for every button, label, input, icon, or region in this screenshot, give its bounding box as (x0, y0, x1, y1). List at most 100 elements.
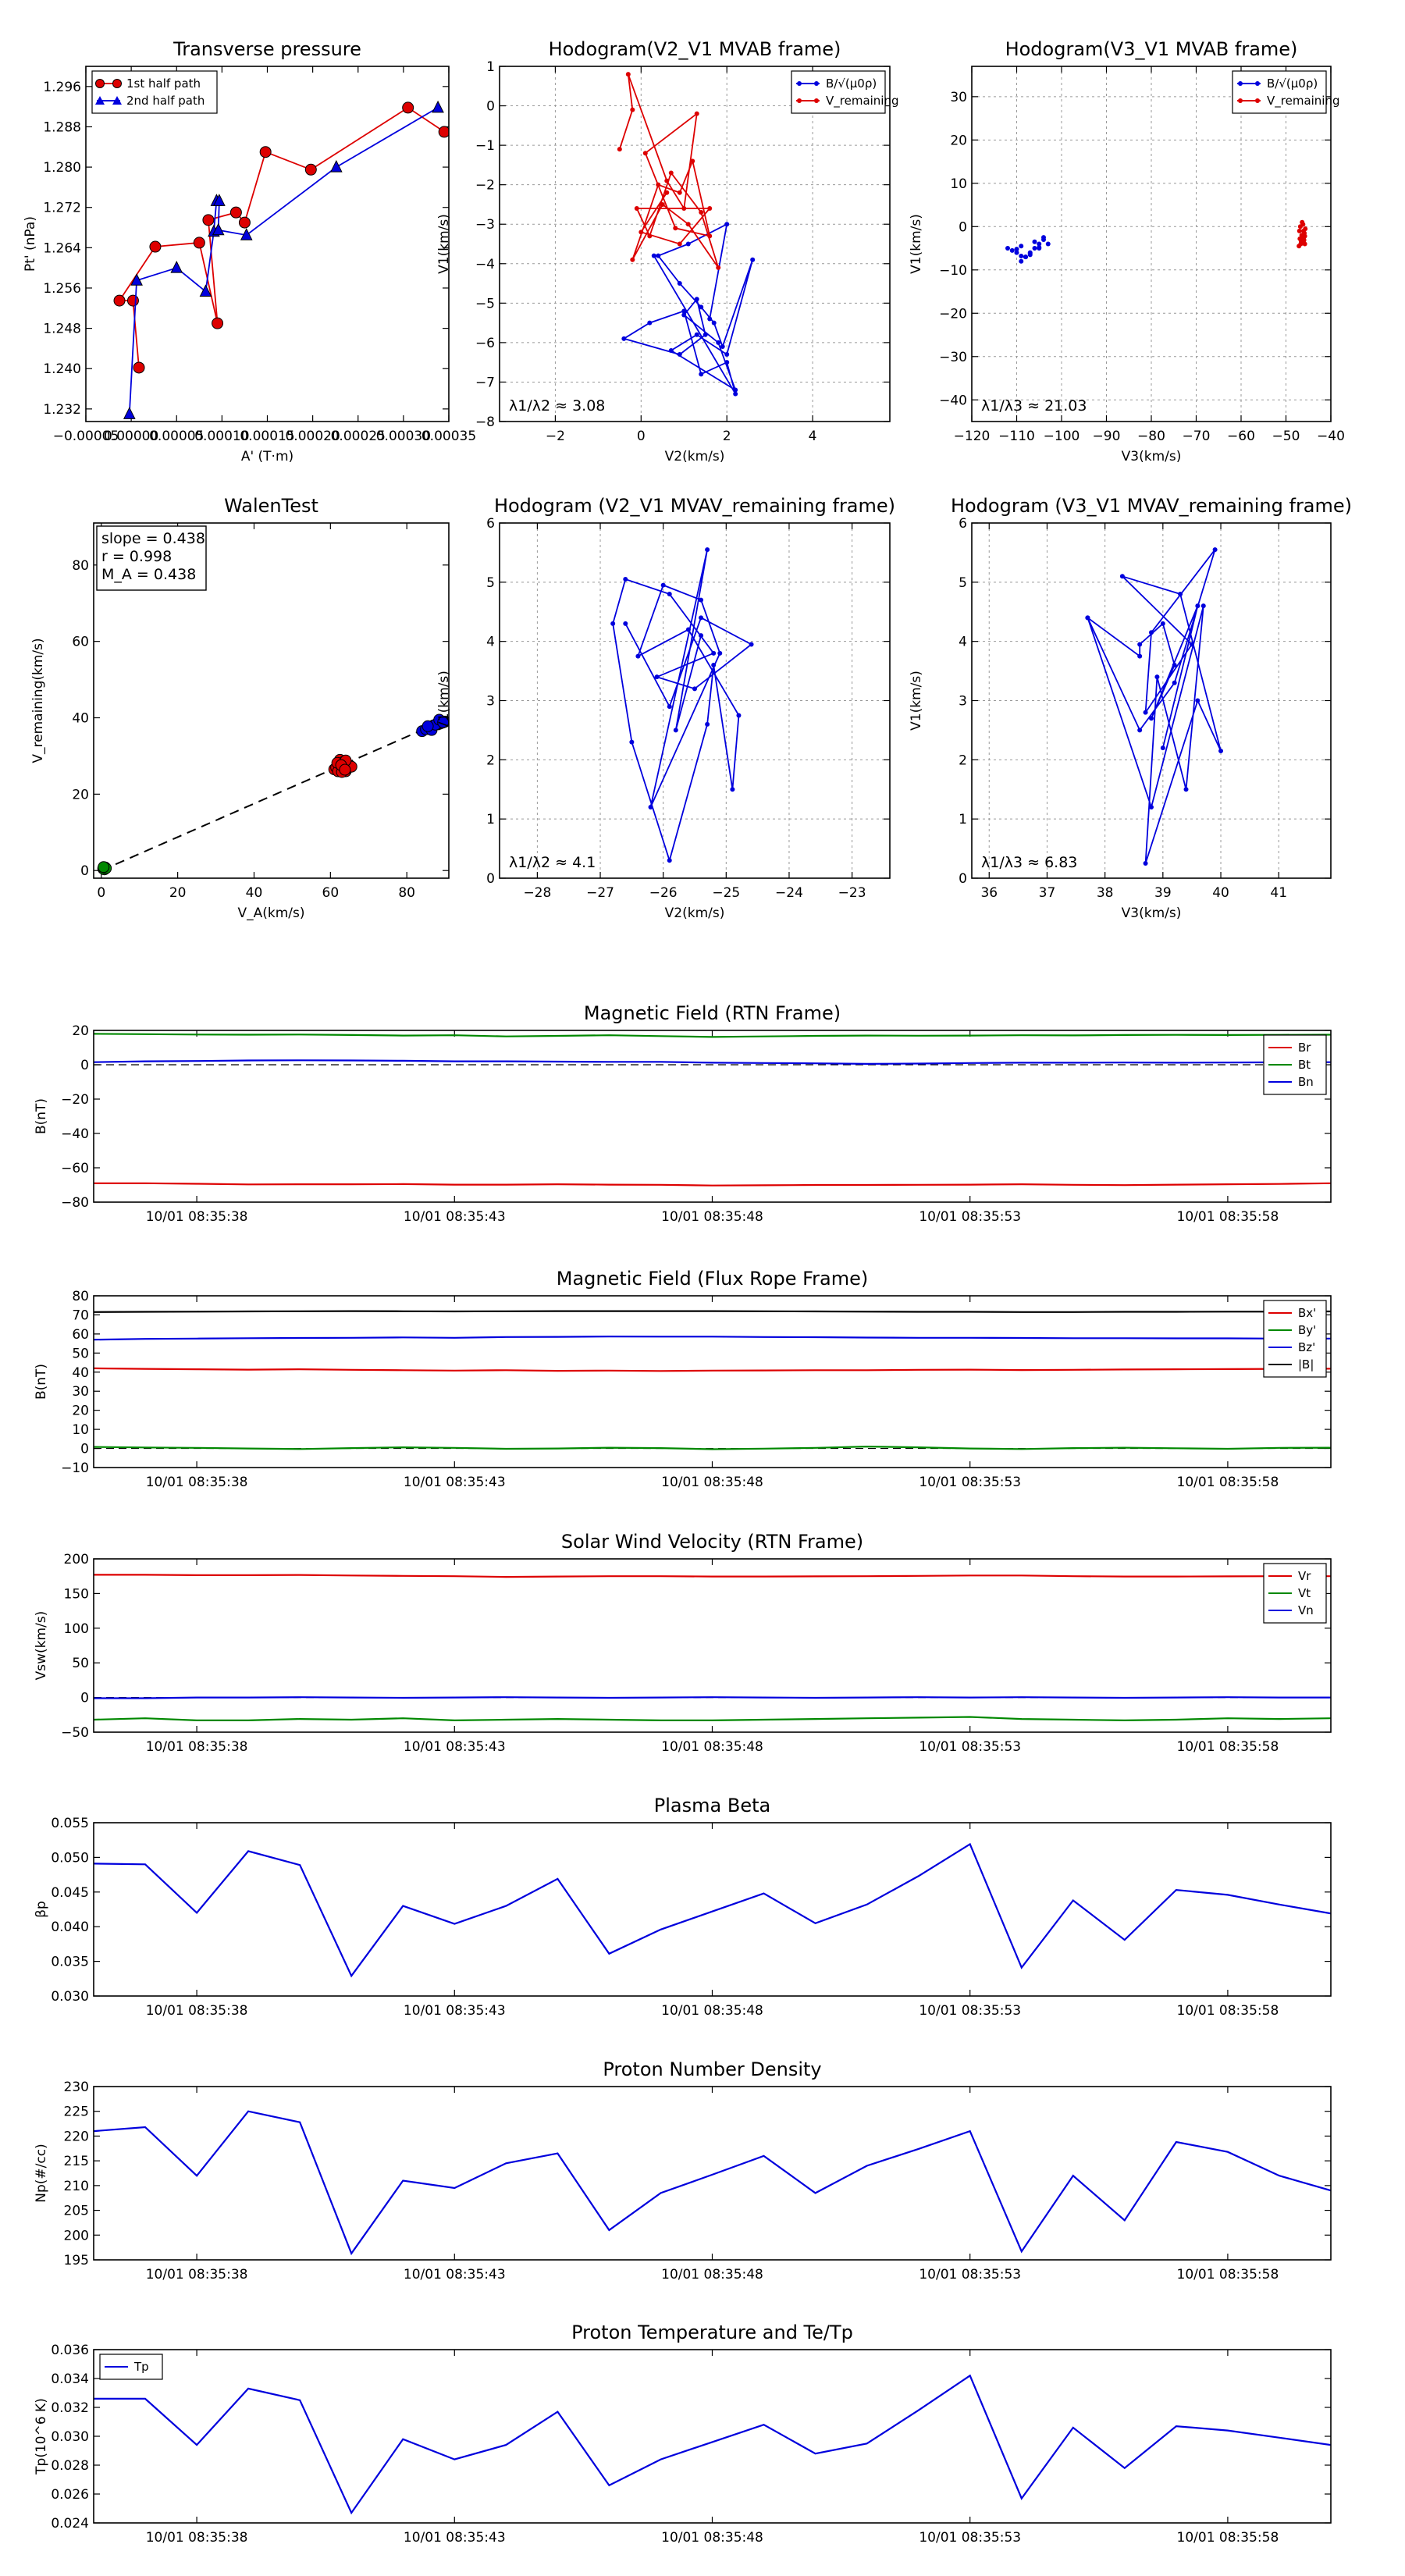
y-tick-label: 0.026 (51, 2487, 89, 2503)
y-tick-label: 0.030 (51, 2429, 89, 2445)
data-point-1st half path (238, 216, 251, 229)
data-point-V_remaining (1301, 238, 1307, 244)
data-point-hodogram (667, 858, 672, 863)
y-tick-label: 1.256 (43, 281, 81, 297)
y-tick-label: 0 (486, 99, 495, 115)
axes-frame (93, 1558, 1332, 1733)
axes-frame (971, 66, 1332, 422)
axes-frame (971, 522, 1332, 879)
plot-area (97, 713, 449, 876)
panel-hodo_v3v1_mvav: Hodogram (V3_V1 MVAV_remaining frame)36 3… (909, 495, 1352, 921)
data-point-V_remaining (668, 170, 674, 176)
data-point-V_remaining (630, 107, 635, 112)
data-point-B/√(μ0ρ) (733, 387, 738, 393)
data-point-B/√(μ0ρ) (1041, 235, 1046, 240)
x-tick-label: 10/01 08:35:58 (1177, 2530, 1279, 2546)
x-tick-label: 10/01 08:35:38 (146, 2267, 248, 2282)
plot-area (94, 2374, 1331, 2515)
data-point-hodogram (667, 704, 672, 710)
data-point-2nd half path (130, 273, 143, 286)
legend-label: V_remaining (826, 94, 899, 109)
data-point-V_remaining (1302, 233, 1307, 239)
legend-marker (814, 98, 819, 103)
data-point-B/√(μ0ρ) (1032, 239, 1037, 244)
y-tick-label: 1.248 (43, 322, 81, 337)
legend-box (1232, 70, 1327, 114)
data-point-V_remaining (647, 233, 653, 239)
data-point-hodogram (635, 653, 641, 659)
series-line-V_remaining (618, 73, 720, 269)
data-point-hodogram (1149, 716, 1154, 721)
legend-label: Tp (133, 2360, 149, 2374)
data-point-B/√(μ0ρ) (720, 343, 725, 349)
data-point-1st half path (133, 361, 145, 374)
data-point-V_remaining (707, 233, 713, 239)
plot-area (94, 1842, 1331, 1978)
data-point-hodogram (673, 728, 678, 733)
y-tick-label: 215 (64, 2154, 89, 2169)
y-tick-label: 1.240 (43, 361, 81, 377)
data-point-hodogram (1154, 674, 1160, 680)
y-tick-label: 20 (72, 1404, 89, 1419)
x-tick-label: 10/01 08:35:58 (1177, 1475, 1279, 1490)
data-point-B/√(μ0ρ) (694, 332, 699, 337)
series-line-|B| (94, 1310, 1331, 1313)
y-axis-label: B(nT) (34, 1098, 49, 1134)
x-tick-label: 60 (322, 885, 340, 901)
stats-box (96, 525, 207, 591)
series-line-Vn (94, 1696, 1331, 1699)
y-axis-label: V1(km/s) (436, 671, 452, 731)
x-tick-label: 10/01 08:35:48 (661, 1209, 763, 1225)
x-tick-label: −40 (1317, 429, 1345, 444)
axes-frame (499, 66, 891, 422)
plot-area (1085, 547, 1224, 866)
x-tick-label: 10/01 08:35:53 (919, 1209, 1021, 1225)
data-point-B/√(μ0ρ) (711, 320, 717, 326)
x-tick-label: 10/01 08:35:38 (146, 2530, 248, 2546)
y-tick-label: −50 (61, 1725, 89, 1741)
x-tick-label: 10/01 08:35:53 (919, 1475, 1021, 1490)
y-tick-label: 10 (950, 176, 967, 192)
data-point-hodogram (1212, 547, 1218, 553)
chart-title: Hodogram (V2_V1 MVAV_remaining frame) (494, 495, 895, 517)
legend-label: Bt (1298, 1058, 1311, 1072)
data-point-green cluster (98, 861, 110, 873)
x-tick-label: 10/01 08:35:38 (146, 1475, 248, 1490)
data-point-hodogram (1195, 603, 1200, 609)
series-line-hodogram (612, 549, 753, 863)
x-tick-label: 10/01 08:35:43 (404, 2530, 506, 2546)
series-line-Bt (94, 1033, 1331, 1038)
data-point-B/√(μ0ρ) (685, 241, 691, 247)
y-tick-label: 1.288 (43, 119, 81, 135)
legend-label: 2nd half path (126, 94, 205, 108)
data-point-B/√(μ0ρ) (716, 340, 721, 345)
chart-title: Solar Wind Velocity (RTN Frame) (561, 1531, 863, 1553)
annotation-eigen-ratio: λ1/λ2 ≈ 3.08 (509, 397, 605, 415)
data-point-V_remaining (1297, 228, 1302, 233)
x-tick-label: 0.00030 (376, 429, 431, 444)
y-tick-label: 205 (64, 2204, 89, 2219)
y-tick-label: 2 (959, 753, 967, 768)
data-point-hodogram (623, 577, 628, 582)
legend-label: Bz' (1298, 1340, 1315, 1354)
panel-walen: WalenTest 0 20 40 60 80 0 20 40 60 80 V_A(km/s) V_re… (30, 495, 450, 921)
y-tick-label: 0 (80, 1442, 89, 1457)
panel-hodo_v2v1_mvab: Hodogram(V2_V1 MVAB frame) −2 0 2 4 1 0 −1 −2 −3 −… (436, 38, 899, 464)
plot-area (94, 1574, 1331, 1722)
y-tick-label: −10 (939, 263, 967, 279)
data-point-hodogram (654, 674, 660, 680)
data-point-V_remaining (690, 158, 695, 164)
data-point-hodogram (699, 615, 704, 621)
data-point-1st half path (149, 240, 162, 253)
chart-title: Magnetic Field (Flux Rope Frame) (557, 1268, 868, 1290)
y-tick-label: 210 (64, 2179, 89, 2194)
x-tick-label: 10/01 08:35:53 (919, 2003, 1021, 2019)
x-tick-label: 0 (637, 429, 646, 444)
y-tick-label: 1.232 (43, 402, 81, 418)
y-tick-label: 3 (486, 694, 495, 710)
data-point-B/√(μ0ρ) (1014, 250, 1019, 255)
stats-line: slope = 0.438 (101, 530, 205, 547)
data-point-hodogram (667, 592, 672, 596)
x-tick-label: −50 (1272, 429, 1300, 444)
data-point-hodogram (1119, 574, 1125, 579)
